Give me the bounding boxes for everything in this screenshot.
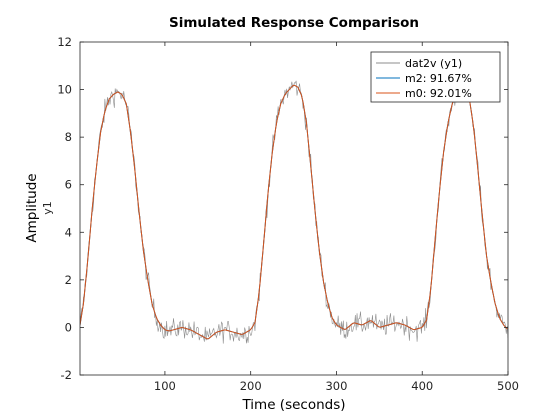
y-axis-label: Amplitude xyxy=(24,173,40,242)
legend-box xyxy=(370,51,501,103)
y-tick-label: 12 xyxy=(57,35,72,49)
x-axis-label: Time (seconds) xyxy=(241,397,345,413)
y-tick-label: 10 xyxy=(57,83,72,97)
x-tick-label: 200 xyxy=(240,379,262,393)
x-tick-label: 100 xyxy=(154,379,176,393)
y-tick-label: 0 xyxy=(65,320,72,334)
series-layer xyxy=(80,80,508,344)
ticks-layer: 100 200 300 400 500 -2 0 2 4 6 8 10 12 xyxy=(57,35,519,393)
y-tick-label: 8 xyxy=(65,130,72,144)
legend-label-m0: m0: 92.01% xyxy=(405,87,472,100)
legend: dat2v (y1) m2: 91.67% m0: 92.01% xyxy=(370,51,501,103)
x-tick-label: 400 xyxy=(411,379,433,393)
x-tick-label: 300 xyxy=(325,379,347,393)
legend-label-m2: m2: 91.67% xyxy=(405,72,472,85)
axes-box xyxy=(79,41,509,376)
y-tick-label: -2 xyxy=(61,368,72,382)
y-tick-label: 2 xyxy=(65,273,72,287)
y-tick-label: 4 xyxy=(65,225,72,239)
chart-title: Simulated Response Comparison xyxy=(169,15,419,31)
legend-label-dat2v: dat2v (y1) xyxy=(405,57,462,70)
y-tick-label: 6 xyxy=(65,178,72,192)
output-channel-label: y1 xyxy=(41,201,54,215)
series-line-m0 xyxy=(80,84,508,340)
x-tick-label: 500 xyxy=(497,379,519,393)
